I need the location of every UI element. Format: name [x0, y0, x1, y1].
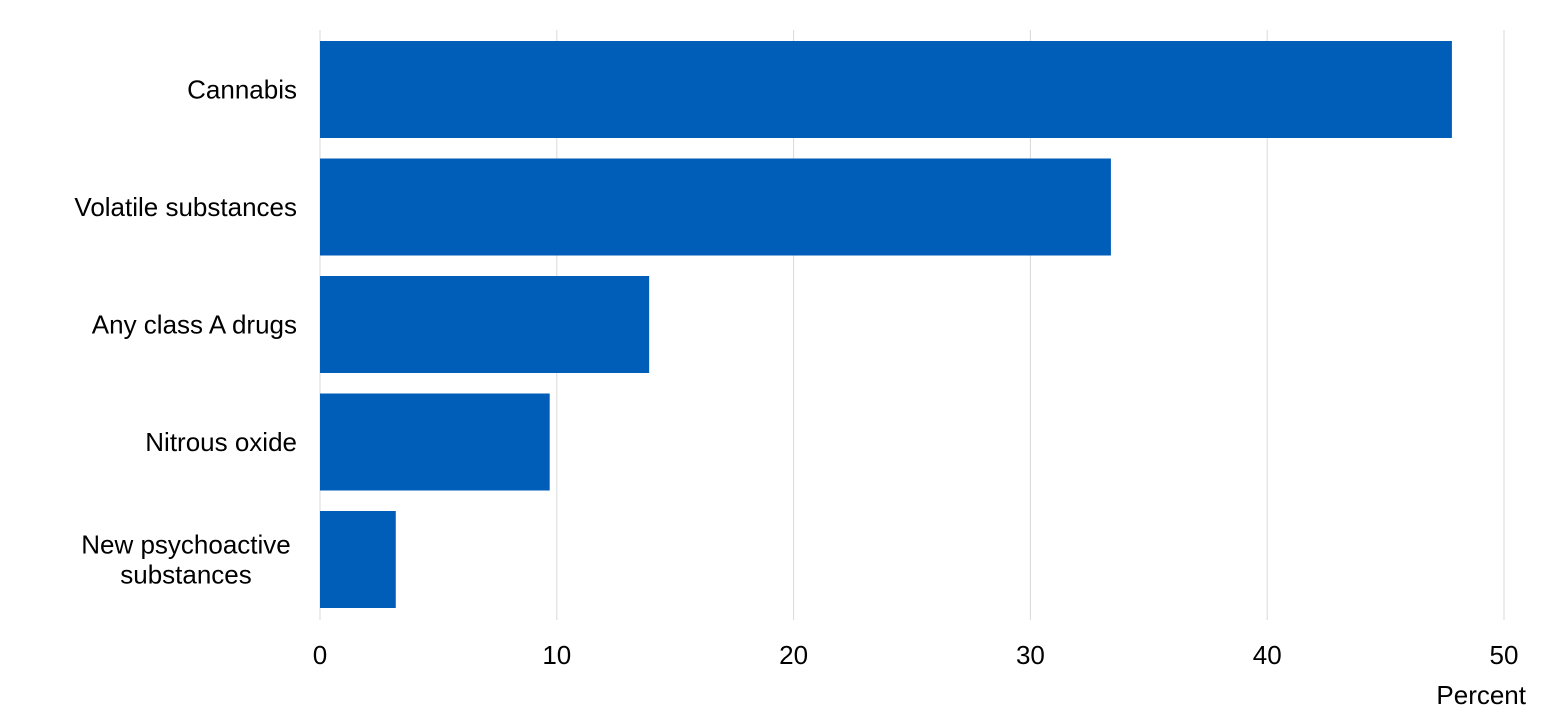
x-tick-label: 10: [542, 640, 571, 670]
bar: [320, 393, 550, 491]
bar: [320, 511, 396, 608]
category-label: Cannabis: [187, 75, 297, 105]
category-labels: Cannabis Volatile substances Any class A d…: [74, 75, 297, 590]
x-tick-label: 20: [779, 640, 808, 670]
category-label-line: Cannabis: [187, 75, 297, 105]
bar: [320, 41, 1452, 138]
x-tick-label: 40: [1253, 640, 1282, 670]
category-label-line: Nitrous oxide: [145, 427, 297, 457]
category-label: New psychoactive substances: [81, 530, 291, 590]
x-tick-label: 50: [1490, 640, 1519, 670]
x-tick-label: 30: [1016, 640, 1045, 670]
x-tick-labels: 0 10 20 30 40 50: [313, 640, 1519, 670]
category-label: Any class A drugs: [92, 310, 297, 340]
category-label: Volatile substances: [74, 192, 297, 222]
category-label-line: New psychoactive: [81, 530, 291, 560]
category-label-line: substances: [120, 560, 252, 590]
category-label-line: Any class A drugs: [92, 310, 297, 340]
bar: [320, 158, 1111, 256]
bars: [320, 41, 1452, 608]
x-axis-title: Percent: [1436, 680, 1526, 710]
x-tick-label: 0: [313, 640, 327, 670]
bar: [320, 276, 650, 373]
category-label: Nitrous oxide: [145, 427, 297, 457]
category-label-line: Volatile substances: [74, 192, 297, 222]
